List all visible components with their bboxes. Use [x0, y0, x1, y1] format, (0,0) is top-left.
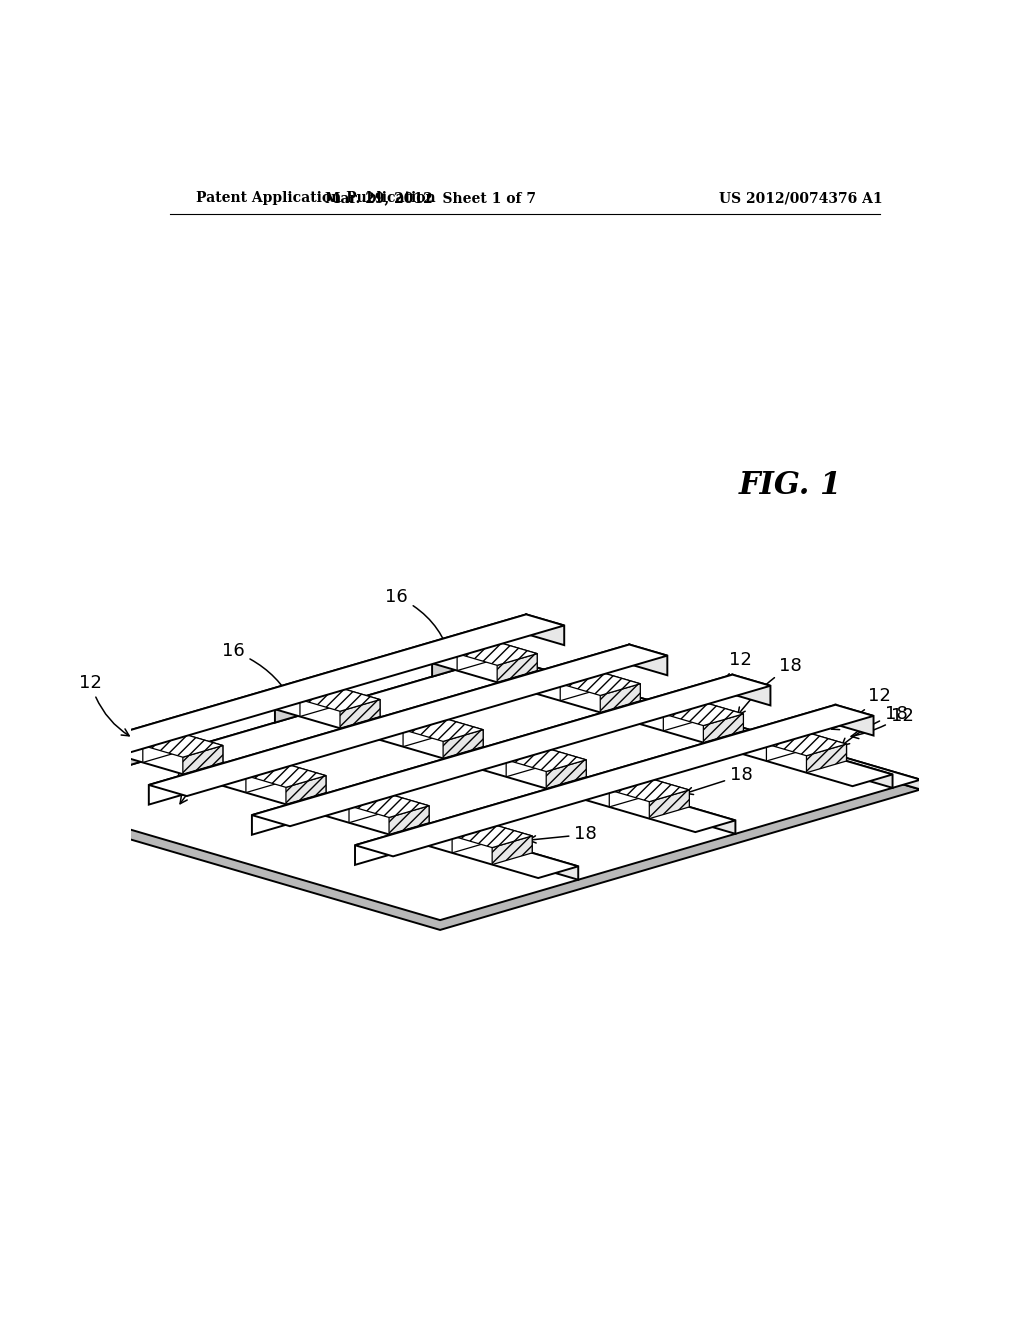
Polygon shape: [46, 614, 564, 766]
Polygon shape: [560, 672, 640, 696]
Polygon shape: [493, 824, 532, 853]
Polygon shape: [183, 734, 223, 763]
Polygon shape: [286, 764, 326, 792]
Text: Patent Application Publication: Patent Application Publication: [196, 191, 435, 206]
Text: 16: 16: [385, 587, 453, 660]
Text: 12: 12: [831, 688, 891, 730]
Text: 18: 18: [738, 657, 802, 715]
Text: 18: 18: [842, 705, 907, 746]
Polygon shape: [340, 700, 380, 729]
Polygon shape: [142, 734, 183, 763]
Polygon shape: [457, 642, 498, 671]
Polygon shape: [252, 675, 770, 826]
Polygon shape: [609, 779, 689, 801]
Polygon shape: [493, 836, 532, 865]
Polygon shape: [766, 733, 807, 762]
Polygon shape: [498, 653, 538, 682]
Polygon shape: [703, 702, 743, 731]
Text: 18: 18: [528, 825, 597, 843]
Polygon shape: [546, 760, 587, 788]
Polygon shape: [600, 684, 640, 713]
Polygon shape: [158, 743, 579, 879]
Polygon shape: [355, 705, 836, 865]
Polygon shape: [560, 672, 600, 701]
Polygon shape: [403, 718, 483, 742]
Polygon shape: [807, 744, 847, 772]
Polygon shape: [142, 734, 223, 758]
Text: 12: 12: [851, 706, 913, 739]
Polygon shape: [300, 688, 340, 717]
Polygon shape: [766, 733, 847, 756]
Polygon shape: [500, 657, 921, 789]
Polygon shape: [457, 642, 538, 665]
Polygon shape: [19, 657, 921, 920]
Polygon shape: [403, 718, 443, 747]
Polygon shape: [630, 644, 668, 676]
Polygon shape: [252, 675, 732, 834]
Polygon shape: [443, 718, 483, 747]
Text: 12: 12: [79, 673, 129, 735]
Polygon shape: [649, 779, 689, 807]
Polygon shape: [274, 697, 315, 722]
Polygon shape: [148, 644, 630, 805]
Polygon shape: [807, 733, 847, 762]
Text: 18: 18: [686, 767, 753, 795]
Polygon shape: [118, 743, 579, 878]
Polygon shape: [349, 795, 389, 822]
Polygon shape: [118, 743, 158, 768]
Polygon shape: [19, 657, 500, 807]
Polygon shape: [340, 688, 380, 717]
Polygon shape: [664, 702, 703, 731]
Polygon shape: [46, 614, 526, 775]
Polygon shape: [609, 779, 649, 807]
Polygon shape: [286, 776, 326, 804]
Polygon shape: [355, 705, 873, 857]
Polygon shape: [432, 652, 472, 677]
Polygon shape: [432, 652, 893, 787]
Polygon shape: [836, 705, 873, 735]
Polygon shape: [506, 748, 587, 771]
Polygon shape: [453, 824, 493, 853]
Polygon shape: [526, 614, 564, 645]
Polygon shape: [498, 642, 538, 671]
Polygon shape: [19, 667, 921, 929]
Text: Mar. 29, 2012  Sheet 1 of 7: Mar. 29, 2012 Sheet 1 of 7: [326, 191, 537, 206]
Polygon shape: [389, 805, 429, 834]
Text: 12: 12: [172, 719, 195, 788]
Polygon shape: [506, 748, 546, 776]
Polygon shape: [453, 824, 532, 847]
Text: 14: 14: [180, 754, 221, 804]
Polygon shape: [389, 795, 429, 822]
Polygon shape: [183, 746, 223, 774]
Polygon shape: [546, 748, 587, 776]
Polygon shape: [472, 652, 893, 788]
Polygon shape: [732, 675, 770, 705]
Polygon shape: [649, 789, 689, 818]
Text: 12: 12: [694, 651, 753, 702]
Polygon shape: [664, 702, 743, 726]
Polygon shape: [600, 672, 640, 701]
Polygon shape: [300, 688, 380, 711]
Polygon shape: [246, 764, 286, 792]
Polygon shape: [349, 795, 429, 817]
Text: FIG. 1: FIG. 1: [739, 470, 842, 502]
Polygon shape: [443, 730, 483, 759]
Polygon shape: [148, 644, 668, 796]
Polygon shape: [703, 714, 743, 743]
Text: US 2012/0074376 A1: US 2012/0074376 A1: [719, 191, 883, 206]
Polygon shape: [246, 764, 326, 787]
Polygon shape: [274, 697, 735, 832]
Polygon shape: [315, 697, 735, 834]
Text: 16: 16: [222, 643, 293, 702]
